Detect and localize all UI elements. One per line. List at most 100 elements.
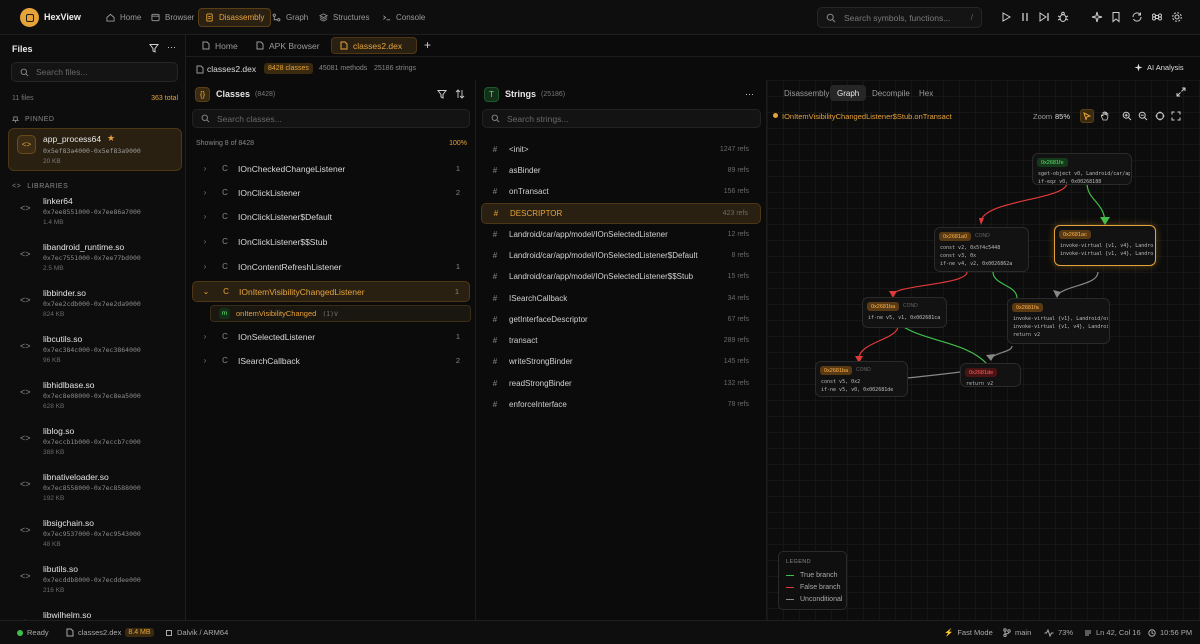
chevron-right-icon[interactable]: ›	[203, 164, 207, 173]
new-tab-plus-icon[interactable]: +	[424, 38, 432, 52]
class-row[interactable]: › C IOnCheckedChangeListener 1	[192, 158, 470, 179]
library-item[interactable]: <> libhidlbase.so 0x7ec8e08000-0x7ec8ea500…	[8, 379, 178, 419]
string-row[interactable]: # ISearchCallback 34 refs	[481, 288, 761, 309]
graph-node[interactable]: 0x2681fe sget-object v0, Landroid/car/app…	[1032, 153, 1132, 185]
library-item[interactable]: <> libsigchain.so 0x7ec9537000-0x7ec954300…	[8, 517, 178, 557]
nav-console[interactable]: Console	[376, 8, 431, 27]
pause-icon[interactable]	[1019, 11, 1031, 23]
node-instruction: return v2	[966, 381, 994, 387]
chevron-right-icon[interactable]: ›	[203, 356, 207, 365]
symbol-search[interactable]: Search symbols, functions... /	[817, 7, 982, 28]
tab-home[interactable]: Home	[194, 37, 246, 54]
string-row[interactable]: # enforceInterface 78 refs	[481, 394, 761, 415]
library-item[interactable]: <> libnativeloader.so 0x7ec8558000-0x7ec85…	[8, 471, 178, 511]
class-row[interactable]: › C IOnClickListener$$Stub	[192, 231, 470, 252]
fullscreen-icon[interactable]	[1171, 111, 1181, 121]
settings-gear-icon[interactable]	[1171, 11, 1183, 23]
library-item[interactable]: <> linker64 0x7ee8551000-0x7ee86a7000 1.4 M…	[8, 195, 178, 235]
tab-classes2-dex[interactable]: classes2.dex	[331, 37, 417, 54]
tab-decompile[interactable]: Decompile	[872, 88, 910, 98]
class-search-input[interactable]: Search classes...	[192, 109, 470, 128]
graph-node[interactable]: 0x2681fa invoke-virtual {v1}, Landroid/os…	[1007, 298, 1110, 344]
graph-node[interactable]: 0x2681de return v2	[960, 363, 1021, 387]
class-row[interactable]: ⌄ C IOnItemVisibilityChangedListener 1	[192, 281, 470, 302]
class-row[interactable]: › C ISearchCallback 2	[192, 350, 470, 371]
class-row[interactable]: › C IOnContentRefreshListener 1	[192, 256, 470, 277]
string-search-input[interactable]: Search strings...	[482, 109, 761, 128]
filter-icon[interactable]	[149, 43, 159, 53]
zoom-out-icon[interactable]	[1138, 111, 1148, 121]
library-item[interactable]: <> liblog.so 0x7eccb1b000-0x7eccb7c000 388 …	[8, 425, 178, 465]
run-icon[interactable]	[1000, 11, 1012, 23]
string-row[interactable]: # Landroid/car/app/model/IOnSelectedListe…	[481, 266, 761, 287]
activity-icon	[1044, 628, 1054, 637]
library-size: 216 KB	[43, 587, 65, 594]
fit-view-icon[interactable]	[1155, 111, 1165, 121]
zoom-in-icon[interactable]	[1122, 111, 1132, 121]
class-row[interactable]: › C IOnClickListener 2	[192, 182, 470, 203]
hand-tool-icon[interactable]	[1100, 111, 1110, 121]
library-item[interactable]: <> libwilhelm.so	[8, 609, 178, 620]
nav-structures[interactable]: Structures	[313, 8, 375, 27]
sidebar-more-icon[interactable]: ⋯	[167, 42, 176, 52]
tab-apk-browser[interactable]: APK Browser	[248, 37, 328, 54]
chevron-right-icon[interactable]: ›	[203, 332, 207, 341]
chevron-right-icon[interactable]: ›	[203, 188, 207, 197]
string-row[interactable]: # <init> 1247 refs	[481, 139, 761, 160]
bookmark-icon[interactable]	[1110, 11, 1122, 23]
string-row[interactable]: # DESCRIPTOR 423 refs	[481, 203, 761, 224]
method-row[interactable]: m onItemVisibilityChanged (I)V	[210, 305, 471, 322]
chevron-right-icon[interactable]: ›	[203, 212, 207, 221]
star-icon[interactable]: ★	[107, 133, 116, 143]
string-row[interactable]: # Landroid/car/app/model/IOnSelectedListe…	[481, 245, 761, 266]
graph-node[interactable]: 0x2681a0 COND const v2, 0x5f4c5448 const v3…	[934, 227, 1029, 272]
tab-disassembly[interactable]: Disassembly	[784, 88, 830, 98]
string-row[interactable]: # readStrongBinder 132 refs	[481, 373, 761, 394]
filter-icon[interactable]	[437, 89, 447, 99]
step-over-icon[interactable]	[1038, 11, 1050, 23]
command-icon[interactable]	[1151, 11, 1163, 23]
edge-true-1	[1086, 182, 1106, 223]
refresh-icon[interactable]	[1131, 11, 1143, 23]
string-row[interactable]: # asBinder 89 refs	[481, 160, 761, 181]
expand-icon[interactable]	[1176, 87, 1186, 97]
string-row[interactable]: # transact 289 refs	[481, 330, 761, 351]
library-item[interactable]: <> libbinder.so 0x7ee2cdb000-0x7ee2da9000 8…	[8, 287, 178, 327]
strings-more-icon[interactable]: ⋯	[745, 88, 754, 99]
code-file-icon: <>	[20, 295, 31, 305]
library-item[interactable]: <> libandroid_runtime.so 0x7ec7551000-0x7e…	[8, 241, 178, 281]
string-row[interactable]: # onTransact 156 refs	[481, 181, 761, 202]
chevron-right-icon[interactable]: ›	[203, 237, 207, 246]
graph-node[interactable]: 0x2681ba COND if-ne v5, v1, 0x002681ca	[862, 297, 947, 328]
status-mode[interactable]: ⚡ Fast Mode	[944, 628, 993, 637]
ai-analysis-button[interactable]: AI Analysis	[1134, 63, 1184, 72]
string-row[interactable]: # getInterfaceDescriptor 67 refs	[481, 309, 761, 330]
node-instruction: invoke-virtual {v1, v4}, Landroid/os/Par…	[1013, 324, 1108, 330]
sort-icon[interactable]	[455, 89, 465, 99]
status-branch[interactable]: main	[1003, 628, 1031, 637]
file-search-input[interactable]: Search files...	[11, 62, 178, 82]
graph-node[interactable]: 0x2681ba COND const v5, 0x2 if-ne v5, v0, 0…	[815, 361, 908, 397]
nav-disassembly[interactable]: Disassembly	[198, 8, 272, 27]
debug-bug-icon[interactable]	[1057, 11, 1069, 23]
nav-home[interactable]: Home	[100, 8, 147, 27]
pinned-file-app-process64[interactable]: <> app_process64 ★ 0x5ef83a4000-0x5ef83a…	[8, 128, 182, 171]
tab-graph[interactable]: Graph	[830, 85, 867, 101]
pointer-tool-icon[interactable]	[1080, 109, 1094, 123]
nav-browser[interactable]: Browser	[145, 8, 200, 27]
plugins-icon[interactable]	[1091, 11, 1103, 23]
chevron-down-icon[interactable]: ⌄	[202, 287, 210, 296]
string-row[interactable]: # Landroid/car/app/model/IOnSelectedListe…	[481, 224, 761, 245]
string-value: onTransact	[509, 187, 549, 196]
chevron-right-icon[interactable]: ›	[203, 262, 207, 271]
code-file-icon: <>	[20, 525, 31, 535]
library-item[interactable]: <> libcutils.so 0x7ec384c000-0x7ec3864000 9…	[8, 333, 178, 373]
tab-hex[interactable]: Hex	[919, 88, 934, 98]
class-row[interactable]: › C IOnSelectedListener 1	[192, 326, 470, 347]
string-row[interactable]: # writeStrongBinder 145 refs	[481, 351, 761, 372]
class-row[interactable]: › C IOnClickListener$Default	[192, 206, 470, 227]
nav-graph[interactable]: Graph	[266, 8, 314, 27]
graph-node[interactable]: 0x2681ac invoke-virtual {v1, v4}, Landro i…	[1054, 225, 1156, 266]
library-item[interactable]: <> libutils.so 0x7ecddb8000-0x7ecddee000 21…	[8, 563, 178, 603]
status-file[interactable]: classes2.dex 8.4 MB	[66, 628, 154, 637]
